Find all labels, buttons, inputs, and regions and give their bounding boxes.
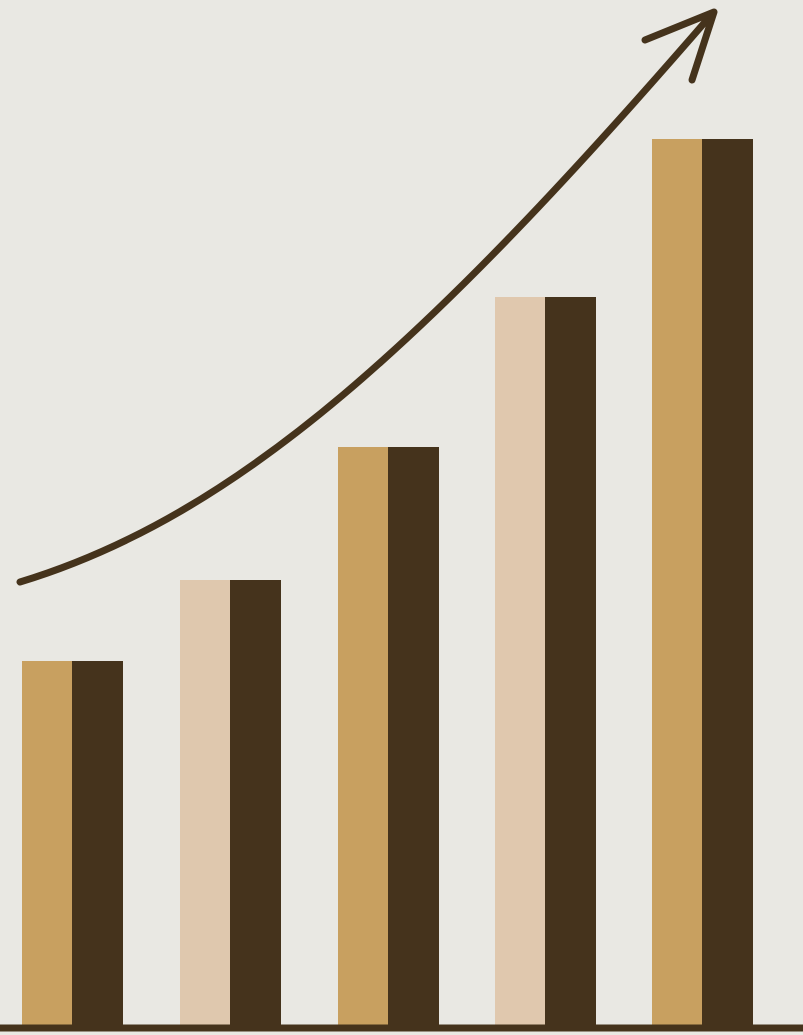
bar-light	[652, 139, 703, 1028]
bar-dark	[72, 661, 123, 1028]
bar-light	[338, 447, 389, 1028]
bar-light	[22, 661, 73, 1028]
bar-dark	[702, 139, 753, 1028]
bar-group	[495, 297, 596, 1028]
bar-group	[22, 661, 123, 1028]
bar-dark	[388, 447, 439, 1028]
bar-light	[495, 297, 546, 1028]
bar-dark	[230, 580, 281, 1028]
bar-dark	[545, 297, 596, 1028]
trend-arrow	[16, 10, 716, 586]
bar-group	[338, 447, 439, 1028]
bar-light	[180, 580, 231, 1028]
bar-group	[652, 139, 753, 1028]
bar-group	[180, 580, 281, 1028]
arrow-head	[641, 8, 718, 84]
